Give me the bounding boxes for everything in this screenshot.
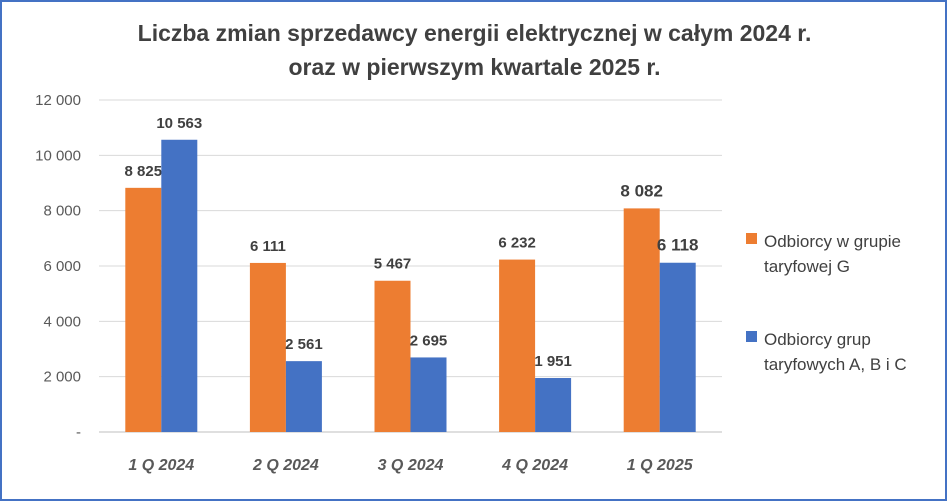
chart-title-line-1: Liczba zmian sprzedawcy energii elektryc…: [137, 20, 812, 46]
bar-abc: [535, 378, 572, 432]
legend-swatch-abc: [746, 331, 757, 342]
data-label: 6 118: [657, 236, 699, 255]
bar-abc: [161, 139, 198, 432]
bar-g: [374, 280, 411, 432]
y-tick-label: 6 000: [43, 258, 81, 275]
data-label: 6 111: [250, 238, 286, 255]
legend-swatch-g: [746, 233, 757, 244]
chart-title-line-2: oraz w pierwszym kwartale 2025 r.: [288, 54, 661, 80]
y-tick-label: 2 000: [43, 369, 81, 386]
data-label: 2 695: [410, 332, 448, 349]
bar-g: [249, 262, 286, 432]
x-tick-label: 3 Q 2024: [378, 457, 444, 474]
y-tick-label: -: [76, 424, 81, 441]
data-label: 5 467: [374, 256, 412, 273]
bar-abc: [285, 361, 322, 432]
x-tick-label: 1 Q 2025: [627, 457, 694, 474]
data-label: 6 232: [498, 235, 536, 252]
bar-g: [499, 259, 536, 432]
y-tick-label: 4 000: [43, 313, 81, 330]
x-tick-label: 2 Q 2024: [252, 457, 319, 474]
data-label: 8 825: [125, 163, 163, 180]
legend-label-abc: Odbiorcy grup taryfowych A, B i C: [764, 330, 907, 374]
bar-abc: [410, 357, 447, 432]
data-label: 8 082: [620, 181, 663, 200]
x-tick-label: 1 Q 2024: [128, 457, 194, 474]
bar-g: [623, 208, 660, 432]
y-tick-label: 8 000: [43, 203, 81, 220]
data-label: 1 951: [534, 353, 572, 370]
bar-abc: [659, 262, 696, 432]
y-tick-label: 12 000: [35, 92, 81, 109]
bar-g: [125, 187, 162, 432]
legend-label-g: Odbiorcy w grupie taryfowej G: [764, 232, 902, 276]
data-label: 10 563: [156, 115, 202, 132]
data-label: 2 561: [285, 336, 323, 353]
y-tick-label: 10 000: [35, 147, 81, 164]
x-tick-label: 4 Q 2024: [501, 457, 568, 474]
